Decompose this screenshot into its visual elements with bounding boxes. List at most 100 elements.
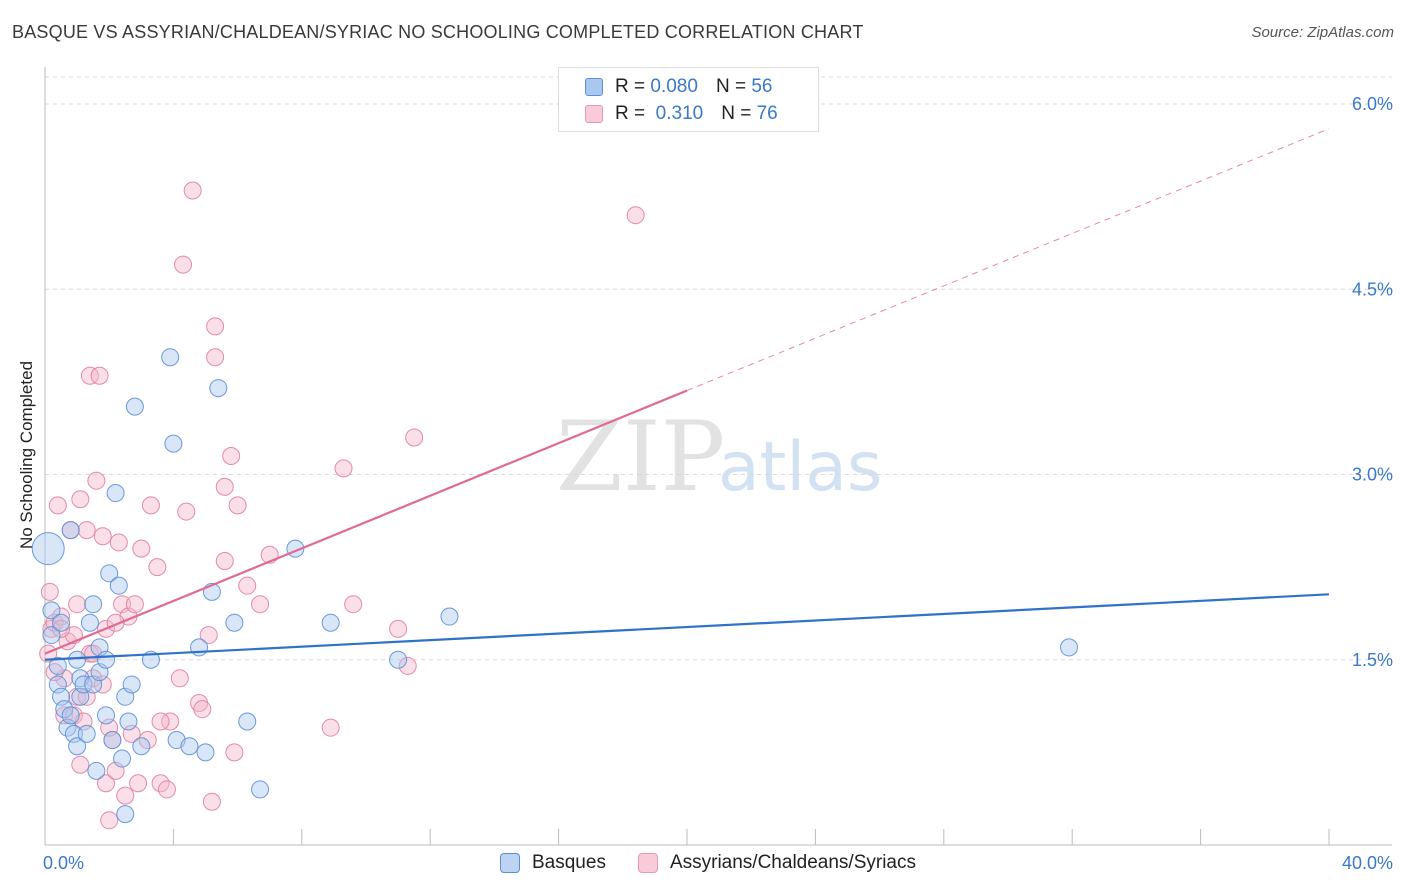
basques-point: [132, 737, 151, 756]
legend-swatch-pink: [585, 105, 603, 123]
basques-point: [161, 348, 180, 367]
assyrians-point: [225, 743, 244, 762]
watermark-atlas: atlas: [718, 428, 882, 507]
assyrians-point: [109, 533, 128, 552]
assyrians-point: [90, 366, 109, 385]
basques-point: [87, 761, 106, 780]
assyrians-point: [161, 712, 180, 731]
assyrians-point: [93, 527, 112, 546]
series-legend-assyrians: Assyrians/Chaldeans/Syriacs: [637, 852, 916, 874]
assyrians-point: [206, 348, 225, 367]
y-tick-label: 4.5%: [1352, 279, 1393, 299]
basques-point: [106, 484, 125, 503]
legend: R = 0.080 N = 56 R = 0.310 N = 76: [558, 67, 819, 132]
legend-row-basques: R = 0.080 N = 56: [585, 74, 772, 100]
basques-point: [180, 737, 199, 756]
assyrians-point: [206, 317, 225, 336]
watermark: ZIP atlas: [556, 401, 882, 513]
assyrians-point: [334, 459, 353, 478]
assyrians-point: [77, 521, 96, 540]
x-tick-label: 0.0%: [43, 853, 84, 873]
basques-point: [440, 607, 459, 626]
basques-point: [225, 613, 244, 632]
basques-point: [251, 780, 270, 799]
series-legend-label: Basques: [532, 852, 606, 873]
assyrians-point: [183, 181, 202, 200]
basques-point: [116, 805, 135, 824]
series-legend-swatch-blue: [500, 853, 520, 873]
basques-point: [389, 650, 408, 669]
x-tick-labels: 0.0% 40.0%: [43, 853, 1393, 873]
assyrians-point: [202, 792, 221, 811]
basques-point: [321, 613, 340, 632]
assyrians-point: [80, 366, 99, 385]
assyrians-point: [215, 477, 234, 496]
axes: [44, 67, 1392, 846]
assyrians-point: [321, 718, 340, 737]
assyrians-point: [96, 774, 115, 793]
basques-point: [1059, 638, 1078, 657]
basques-point: [68, 650, 87, 669]
assyrians-point: [238, 576, 257, 595]
chart-title: BASQUE VS ASSYRIAN/CHALDEAN/SYRIAC NO SC…: [12, 22, 864, 42]
basques-point: [109, 576, 128, 595]
basques-point: [190, 638, 209, 657]
basques-point: [42, 601, 61, 620]
series-legend-swatch-pink: [637, 853, 658, 873]
series-legend: Basques Assyrians/Chaldeans/Syriacs: [500, 852, 948, 874]
legend-r-value: 0.080: [650, 76, 698, 97]
y-tick-labels: 1.5% 3.0% 4.5% 6.0%: [1352, 94, 1393, 670]
basques-point: [238, 712, 257, 731]
basques-point: [103, 731, 122, 750]
assyrians-point: [626, 206, 645, 225]
legend-r-label: R =: [615, 103, 646, 124]
legend-row-assyrians: R = 0.310 N = 76: [585, 101, 778, 127]
basques-point: [125, 397, 144, 416]
x-ticks: [44, 829, 1330, 845]
basques-point: [96, 706, 115, 725]
assyrians-point: [193, 700, 212, 719]
series-basques-points: [31, 348, 1078, 824]
assyrians-point: [222, 447, 241, 465]
basques-point: [77, 724, 96, 743]
basques-point: [80, 613, 99, 632]
assyrians-point: [170, 669, 189, 688]
series-assyrians-points: [39, 181, 645, 830]
series-legend-basques: Basques: [500, 852, 606, 874]
assyrians-point: [68, 595, 87, 614]
assyrians-trend-line-extension: [686, 128, 1330, 392]
assyrians-point: [174, 255, 193, 274]
basques-point: [74, 675, 93, 694]
legend-r-label: R =: [615, 76, 646, 97]
basques-point: [209, 379, 228, 398]
assyrians-point: [215, 551, 234, 570]
assyrians-point: [251, 595, 270, 614]
basques-trend-line: [44, 593, 1330, 661]
assyrians-point: [40, 582, 59, 601]
assyrians-point: [132, 539, 151, 558]
basques-point: [61, 521, 80, 540]
assyrians-point: [100, 811, 119, 830]
assyrians-trend-line: [44, 389, 688, 655]
legend-n-value: 56: [751, 76, 773, 97]
legend-n-value: 76: [756, 103, 778, 124]
legend-r-value: 0.310: [655, 103, 704, 124]
assyrians-point: [39, 644, 58, 663]
trend-lines: [44, 128, 1330, 661]
assyrians-point: [71, 490, 90, 509]
y-tick-label: 1.5%: [1352, 650, 1393, 670]
chart-source: Source: ZipAtlas.com: [1251, 24, 1394, 41]
legend-n-label: N =: [721, 103, 752, 124]
assyrians-point: [389, 619, 408, 638]
assyrians-point: [48, 496, 67, 515]
basques-point: [68, 737, 87, 756]
assyrians-point: [405, 428, 424, 447]
assyrians-point: [398, 656, 417, 675]
assyrians-point: [344, 595, 363, 614]
series-legend-label: Assyrians/Chaldeans/Syriacs: [669, 852, 916, 873]
assyrians-point: [157, 780, 176, 799]
assyrians-point: [199, 626, 218, 645]
assyrians-point: [116, 786, 135, 805]
basques-point: [84, 595, 103, 614]
